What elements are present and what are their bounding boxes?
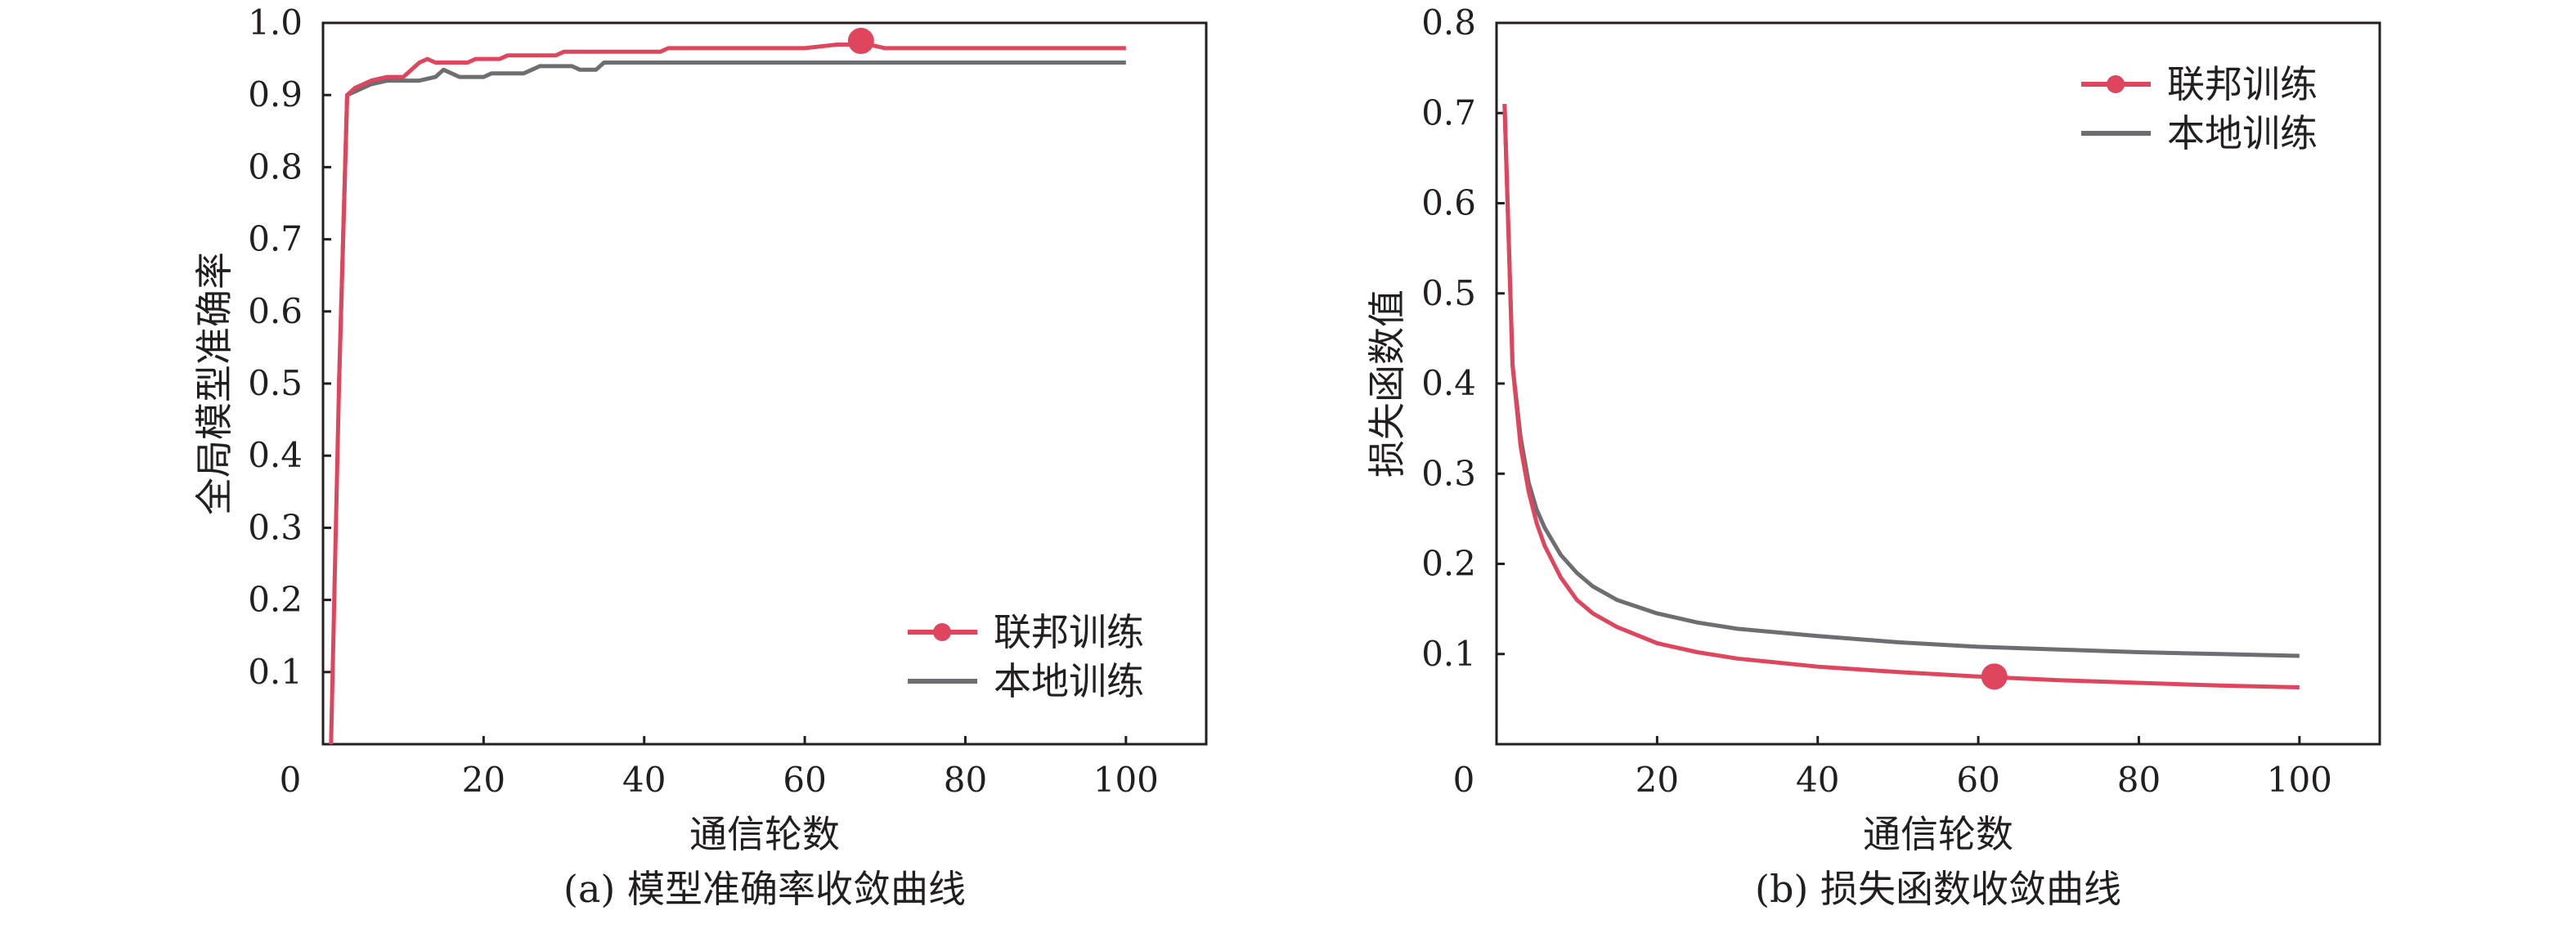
panel-b-y-tick-label: 0.5 <box>1421 273 1476 313</box>
panel-a-x-axis-label: 通信轮数 <box>689 812 840 856</box>
panel-a-y-tick-label: 0.5 <box>248 363 303 403</box>
panel-a-legend: 联邦训练 本地训练 <box>908 610 1144 703</box>
panel-b-caption: (b) 损失函数收敛曲线 <box>1755 867 2121 911</box>
panel-a-legend-federated-label: 联邦训练 <box>994 610 1144 654</box>
panel-a-x-tick-label: 100 <box>1093 760 1159 800</box>
panel-a-x-tick-label: 0 <box>280 760 302 800</box>
panel-a-y-tick-label: 0.7 <box>248 219 303 259</box>
panel-b-y-tick-label: 0.4 <box>1421 363 1476 403</box>
panel-a-series-federated-marker <box>847 28 874 55</box>
panel-b-legend-federated-label: 联邦训练 <box>2167 62 2318 106</box>
panel-b-series-federated-line <box>1502 104 2300 689</box>
panel-b-y-tick-label: 0.3 <box>1421 453 1476 493</box>
panel-b-y-ticks: 0.1 0.2 0.3 0.4 0.5 0.6 0.7 0.8 <box>1421 2 1505 674</box>
panel-a-y-tick-label: 0.4 <box>248 435 303 475</box>
panel-b-series-local-line <box>1502 104 2300 658</box>
panel-b-x-tick-label: 80 <box>2117 760 2161 800</box>
panel-a-y-tick-label: 1.0 <box>248 2 303 43</box>
panel-a-x-tick-label: 40 <box>622 760 666 800</box>
panel-a-x-ticks: 0 20 40 60 80 100 <box>280 736 1159 800</box>
panel-b-x-tick-label: 100 <box>2267 760 2332 800</box>
panel-b-legend-federated-marker <box>2107 75 2125 93</box>
panel-a: 0.1 0.2 0.3 0.4 0.5 0.6 0.7 0.8 0.9 1.0 0 20 40 60 80… <box>192 2 1208 911</box>
panel-b-series <box>1502 104 2300 690</box>
panel-b-x-tick-label: 20 <box>1636 760 1679 800</box>
panel-b-y-tick-label: 0.6 <box>1421 183 1476 223</box>
panel-a-x-tick-label: 80 <box>944 760 987 800</box>
panel-a-legend-federated-marker <box>933 623 951 641</box>
panel-b-x-tick-label: 40 <box>1796 760 1839 800</box>
panel-a-series-local-line <box>337 61 1126 384</box>
panel-a-y-axis-label: 全局模型准确率 <box>192 252 236 515</box>
panel-a-x-tick-label: 60 <box>783 760 826 800</box>
panel-a-caption: (a) 模型准确率收敛曲线 <box>563 867 966 911</box>
panel-b-legend: 联邦训练 本地训练 <box>2081 62 2318 155</box>
panel-a-series <box>329 28 1126 745</box>
panel-a-y-tick-label: 0.6 <box>248 291 303 331</box>
panel-b-y-tick-label: 0.1 <box>1421 634 1476 674</box>
panel-b-x-tick-label: 60 <box>1956 760 1999 800</box>
panel-a-legend-local-label: 本地训练 <box>994 659 1144 703</box>
panel-a-x-tick-label: 20 <box>462 760 505 800</box>
panel-b-y-tick-label: 0.7 <box>1421 92 1476 132</box>
panel-a-y-tick-label: 0.8 <box>248 146 303 186</box>
panel-b-series-federated-marker <box>1981 663 2008 690</box>
panel-a-y-tick-label: 0.3 <box>248 507 303 547</box>
panel-b-x-tick-label: 0 <box>1453 760 1475 800</box>
panel-b-legend-local-label: 本地训练 <box>2167 111 2318 155</box>
panel-a-y-tick-label: 0.9 <box>248 74 303 114</box>
panel-a-series-federated-line <box>329 43 1126 745</box>
panel-b-y-axis-label: 损失函数值 <box>1365 289 1409 478</box>
panel-b: 0.1 0.2 0.3 0.4 0.5 0.6 0.7 0.8 0 20 40 60 80 100 通信… <box>1365 2 2381 911</box>
panel-b-x-axis-label: 通信轮数 <box>1863 812 2013 856</box>
panel-b-x-ticks: 0 20 40 60 80 100 <box>1453 736 2332 800</box>
panel-b-y-tick-label: 0.8 <box>1421 2 1476 43</box>
panel-a-y-tick-label: 0.1 <box>248 652 303 692</box>
panel-a-y-tick-label: 0.2 <box>248 580 303 620</box>
panel-a-y-ticks: 0.1 0.2 0.3 0.4 0.5 0.6 0.7 0.8 0.9 1.0 <box>248 2 331 692</box>
panel-b-y-tick-label: 0.2 <box>1421 544 1476 584</box>
